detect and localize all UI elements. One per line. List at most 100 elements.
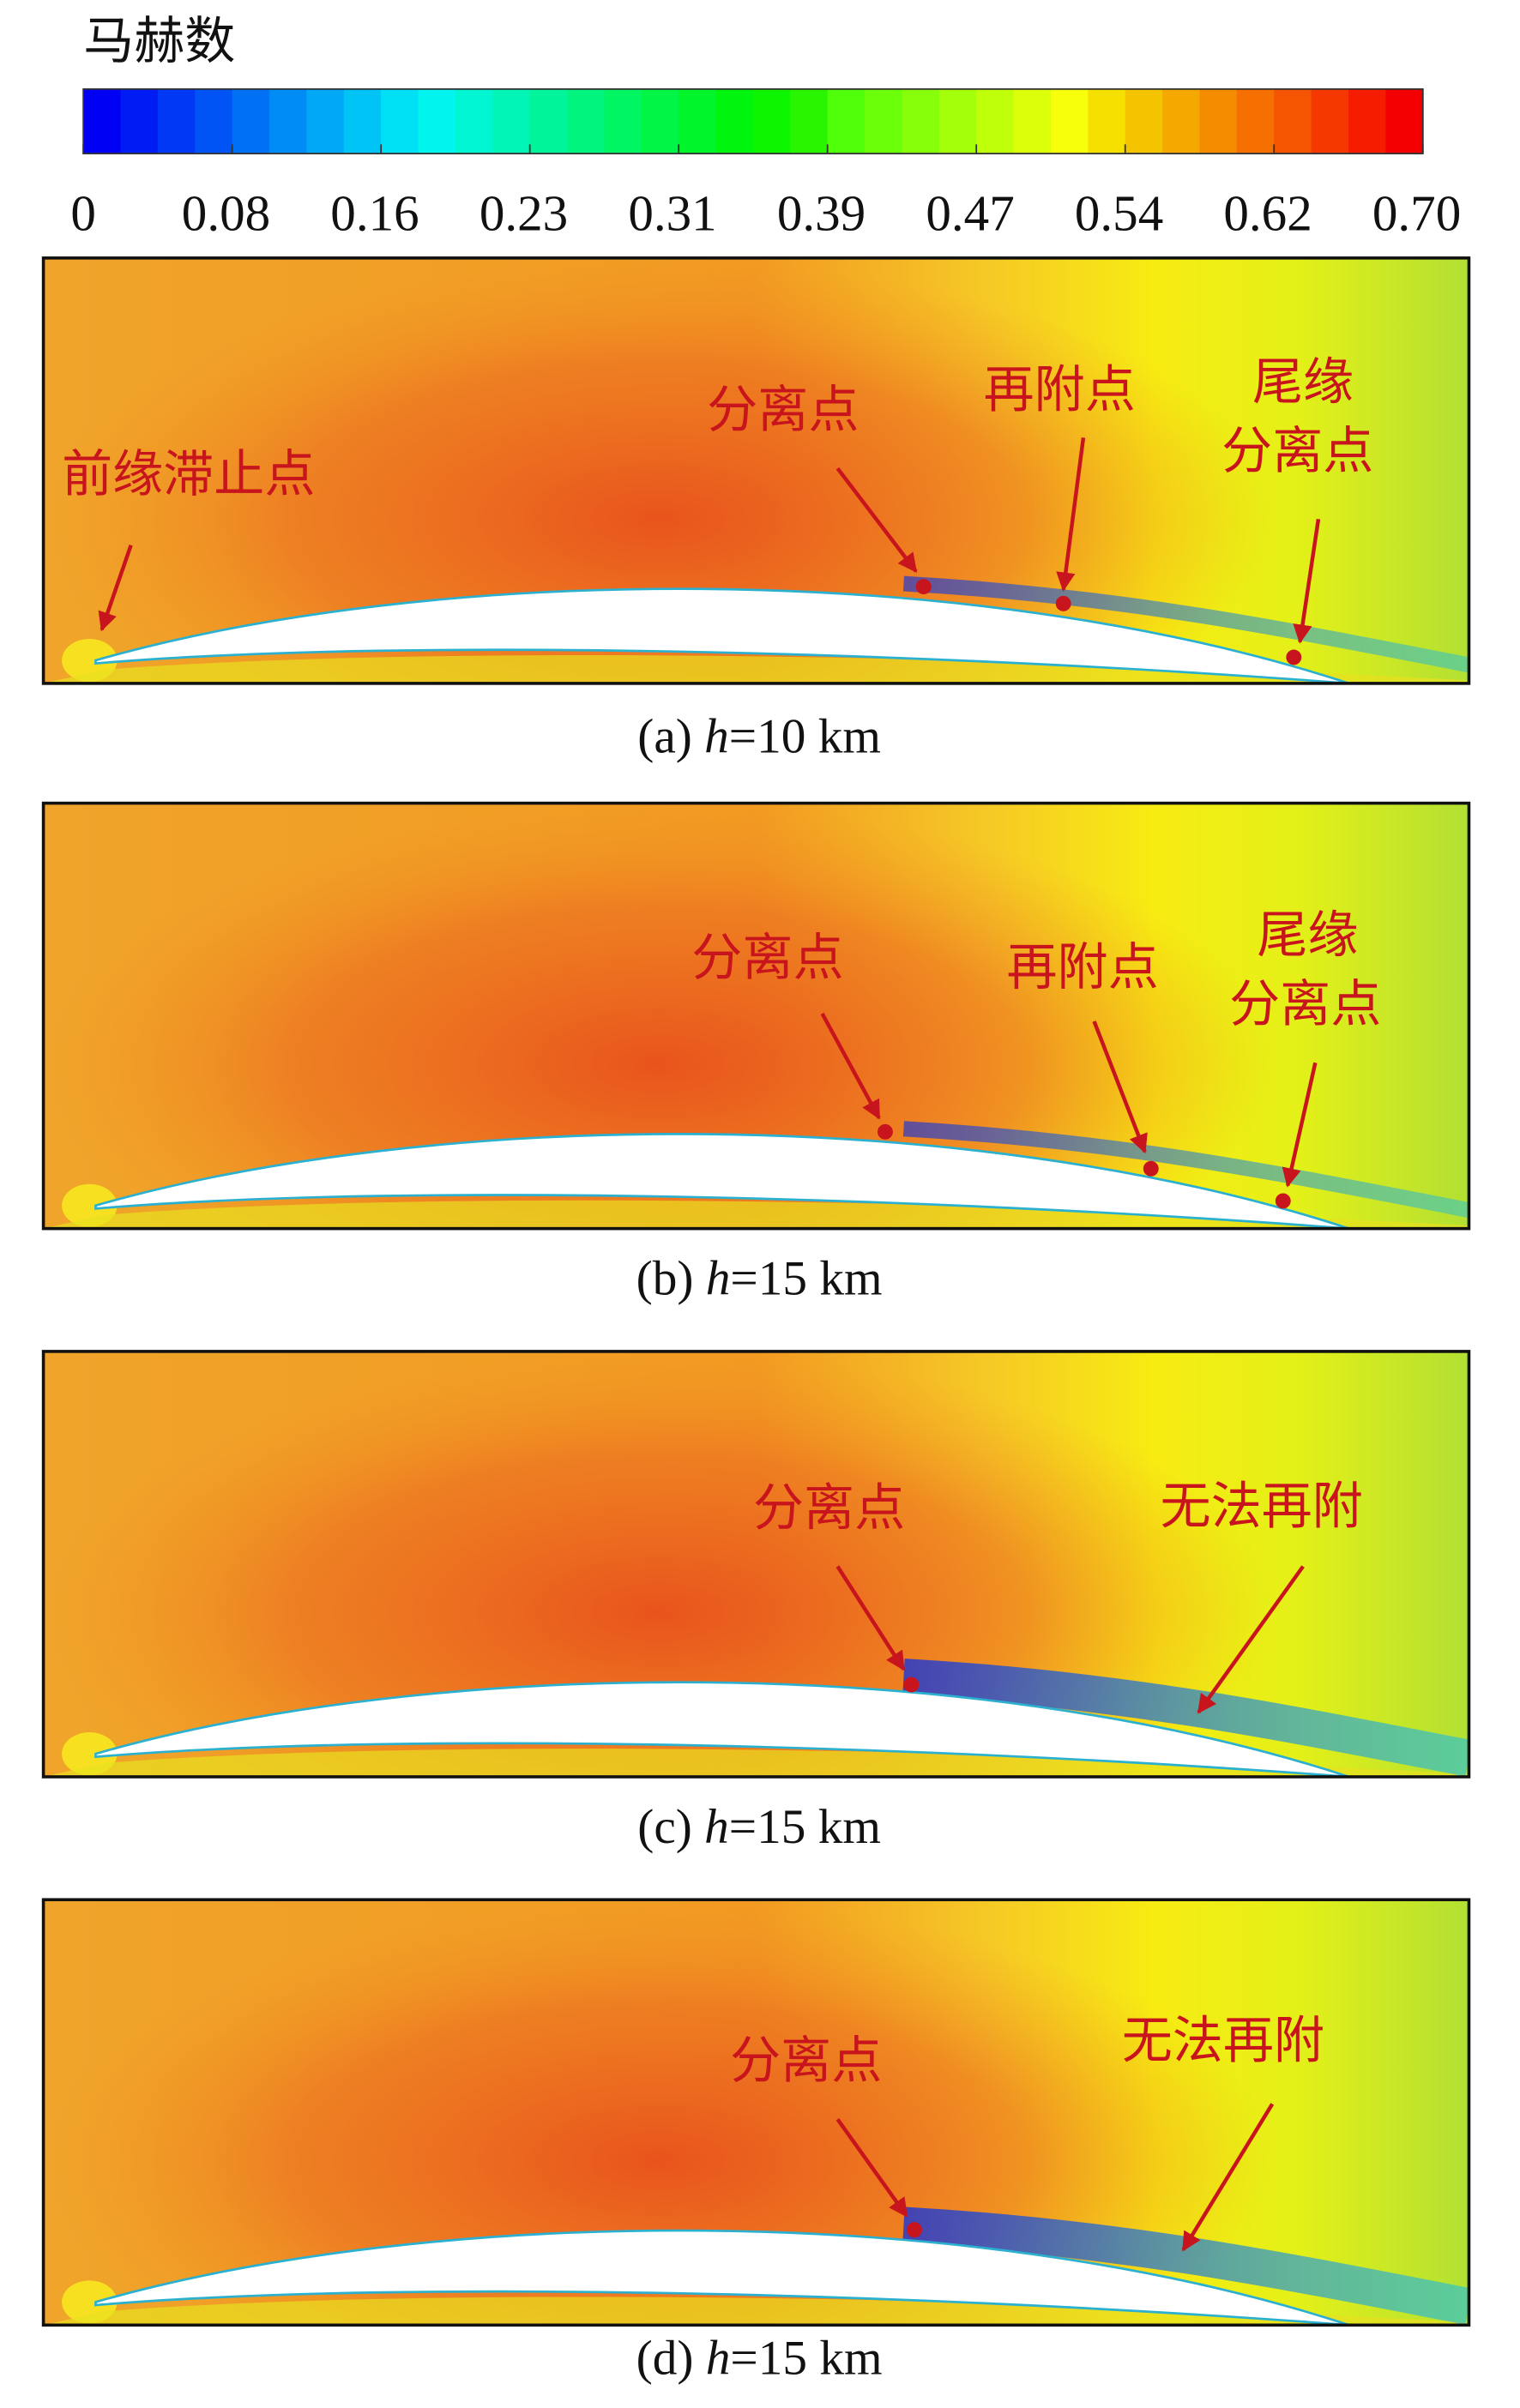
- colorbar: 0 0.08 0.16 0.23 0.31 0.39 0.47 0.54 0.62 0.70: [70, 87, 1461, 242]
- caption-part: h: [704, 710, 729, 764]
- colorbar-tick-label: 0.70: [1372, 185, 1461, 242]
- high-mach-region: [43, 803, 1273, 1229]
- colorbar-swatch: [195, 88, 233, 154]
- caption-part: =15 km: [729, 1800, 881, 1854]
- colorbar-swatch: [529, 88, 568, 154]
- annotation-arrow: [820, 1012, 881, 1120]
- caption-part: (d): [636, 2332, 694, 2386]
- colorbar-tick-label: 0.23: [480, 185, 568, 242]
- annotation-label: 无法再附: [1122, 2013, 1324, 2069]
- contour-panel: 分离点 无法再附: [41, 1350, 1471, 1779]
- colorbar-swatch: [381, 88, 419, 154]
- colorbar-swatch: [752, 88, 792, 154]
- colorbar-swatch: [157, 88, 196, 154]
- caption-part: (c): [637, 1800, 692, 1854]
- colorbar-swatch: [343, 88, 383, 154]
- annotation-arrow: [835, 467, 918, 573]
- colorbar-swatch: [1125, 88, 1163, 154]
- contour-panel: 分离点 无法再附: [41, 1898, 1471, 2327]
- lower-band: [43, 2297, 1469, 2326]
- colorbar-frame: [82, 87, 1424, 154]
- lower-band: [43, 655, 1469, 683]
- colorbar-swatch: [418, 88, 456, 154]
- colorbar-swatch: [604, 88, 642, 154]
- annotation-label: 分离点: [691, 930, 843, 986]
- colorbar-swatch: [902, 88, 940, 154]
- annotation-point: [907, 2222, 922, 2238]
- annotation-label: 分离点: [753, 1479, 905, 1536]
- panel-frame: [41, 1898, 1471, 2327]
- lower-band: [43, 1749, 1469, 1777]
- annotation-point: [903, 1677, 920, 1693]
- annotation-label: 分离点: [1229, 976, 1381, 1032]
- contour-field: [43, 1899, 1469, 2326]
- high-mach-region: [43, 1351, 1273, 1777]
- annotation-point: [877, 1123, 893, 1140]
- colorbar-swatch: [567, 88, 606, 154]
- wake-shear-layer: [902, 575, 1469, 673]
- contour-field: [43, 803, 1469, 1229]
- colorbar-swatch: [1348, 88, 1387, 154]
- annotation-label: 分离点: [1221, 423, 1373, 479]
- colorbar-swatch: [1050, 88, 1089, 154]
- colorbar-tick-label: 0.39: [777, 185, 866, 242]
- colorbar-tick-label: 0.08: [182, 185, 270, 242]
- annotation-point: [1055, 595, 1071, 611]
- annotation-arrow: [1092, 1020, 1148, 1154]
- panel-caption: (d) h=15 km: [636, 2332, 883, 2386]
- caption-part: =15 km: [730, 2332, 882, 2386]
- wake-shear-layer: [902, 1121, 1469, 1218]
- annotation-point: [915, 579, 932, 595]
- panel-caption: (c) h=15 km: [637, 1800, 881, 1854]
- annotation-point: [1286, 649, 1302, 665]
- annotation-label: 尾缘: [1252, 354, 1354, 411]
- panel-frame: [41, 801, 1471, 1231]
- colorbar-swatch: [790, 88, 829, 154]
- annotation-label: 分离点: [730, 2032, 882, 2089]
- caption-part: =10 km: [729, 710, 881, 764]
- colorbar-swatch: [83, 88, 122, 154]
- colorbar-swatch: [232, 88, 270, 154]
- colorbar-tick-label: 0.62: [1223, 185, 1312, 242]
- annotation-label: 再附点: [1006, 939, 1158, 996]
- wake-shear-layer: [902, 1659, 1469, 1777]
- colorbar-swatch: [455, 88, 494, 154]
- colorbar-title: 马赫数: [83, 13, 235, 69]
- colorbar-swatch: [269, 88, 308, 154]
- annotation-point: [1275, 1193, 1291, 1209]
- panel-caption: (b) h=15 km: [636, 1252, 883, 1306]
- colorbar-swatch: [492, 88, 531, 154]
- colorbar-swatch: [1311, 88, 1349, 154]
- colorbar-tick-label: 0.54: [1075, 185, 1163, 242]
- annotation-arrow: [1282, 1062, 1318, 1188]
- panel-caption: (a) h=10 km: [637, 710, 881, 764]
- colorbar-swatch: [1385, 88, 1424, 154]
- annotation-label: 前缘滞止点: [62, 446, 315, 503]
- caption-part: h: [704, 1800, 729, 1854]
- panel-frame: [41, 256, 1471, 685]
- colorbar-swatch: [120, 88, 159, 154]
- lower-band: [43, 1200, 1469, 1229]
- contour-field: [43, 257, 1469, 683]
- colorbar-swatch: [641, 88, 680, 154]
- annotation-arrow: [1197, 1565, 1305, 1714]
- annotation-arrow: [1056, 437, 1086, 592]
- annotation-point: [1143, 1160, 1159, 1177]
- annotation-label: 分离点: [707, 382, 859, 438]
- caption-part: h: [706, 1252, 731, 1306]
- colorbar-swatch: [715, 88, 754, 154]
- colorbar-swatch: [306, 88, 345, 154]
- caption-part: (a): [637, 710, 692, 764]
- colorbar-tick-label: 0.16: [330, 185, 419, 242]
- annotation-arrow: [1181, 2103, 1275, 2252]
- annotation-label: 尾缘: [1257, 906, 1358, 963]
- colorbar-swatch: [1013, 88, 1052, 154]
- high-mach-region: [43, 257, 1273, 683]
- colorbar-swatch: [938, 88, 978, 154]
- wake-shear-layer: [902, 2206, 1469, 2325]
- colorbar-tick-label: 0: [70, 185, 96, 242]
- caption-part: =15 km: [730, 1252, 882, 1306]
